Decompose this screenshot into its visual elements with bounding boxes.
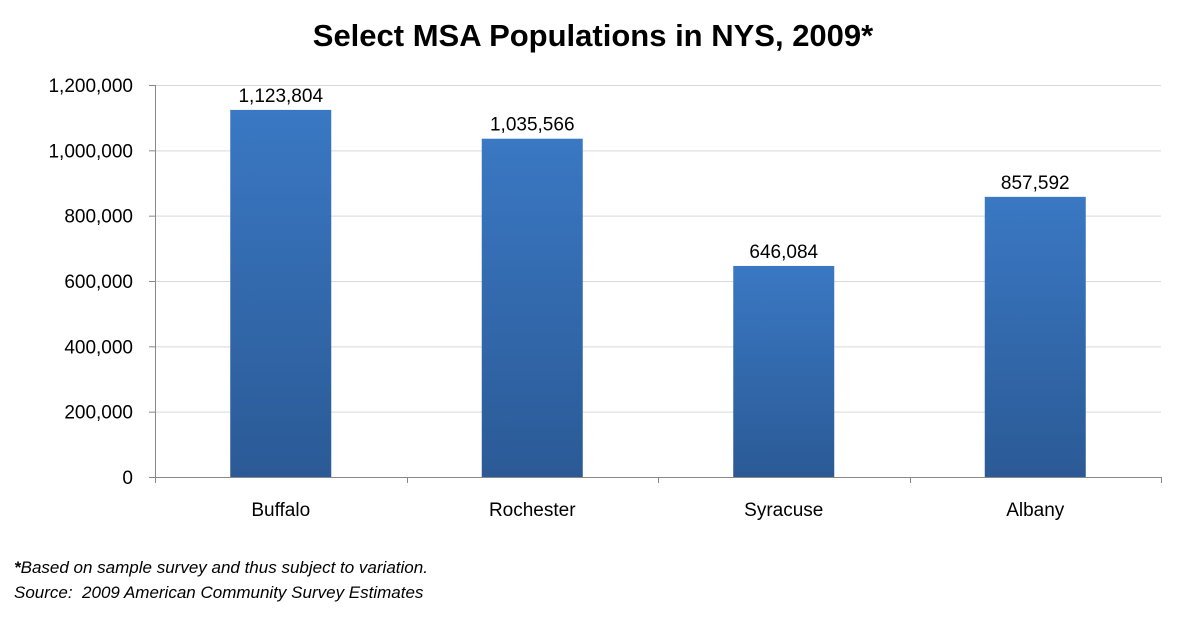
footnote-source: Source: 2009 American Community Survey E… [14,583,424,602]
axes [149,85,1162,483]
x-tick-label: Buffalo [251,500,310,521]
bar-rochester [481,138,583,478]
bar-albany [984,196,1086,478]
y-tick-label: 600,000 [64,272,133,293]
x-tick-label: Rochester [489,500,576,521]
data-label: 857,592 [1001,173,1070,194]
y-tick-label: 1,000,000 [48,141,133,162]
x-tick-label: Albany [1006,500,1065,521]
chart-title: Select MSA Populations in NYS, 2009* [312,18,874,53]
footnote-star: * [14,558,21,577]
bar-syracuse [733,265,835,477]
bar-buffalo [230,109,332,478]
y-tick-label: 200,000 [64,403,133,424]
y-tick-label: 1,200,000 [48,76,133,97]
bars [230,109,1086,478]
data-label: 646,084 [749,242,818,263]
y-tick-label: 800,000 [64,207,133,228]
labels: 0 200,000 400,000 600,000 800,000 1,000,000 1,… [48,76,1069,521]
footnote-note: *Based on sample survey and thus subject… [14,558,428,578]
y-tick-label: 400,000 [64,337,133,358]
y-tick-label: 0 [122,468,133,489]
data-label: 1,123,804 [238,86,323,107]
data-label: 1,035,566 [490,115,575,136]
footnote-note-text: Based on sample survey and thus subject … [20,558,428,577]
x-tick-label: Syracuse [744,500,823,521]
